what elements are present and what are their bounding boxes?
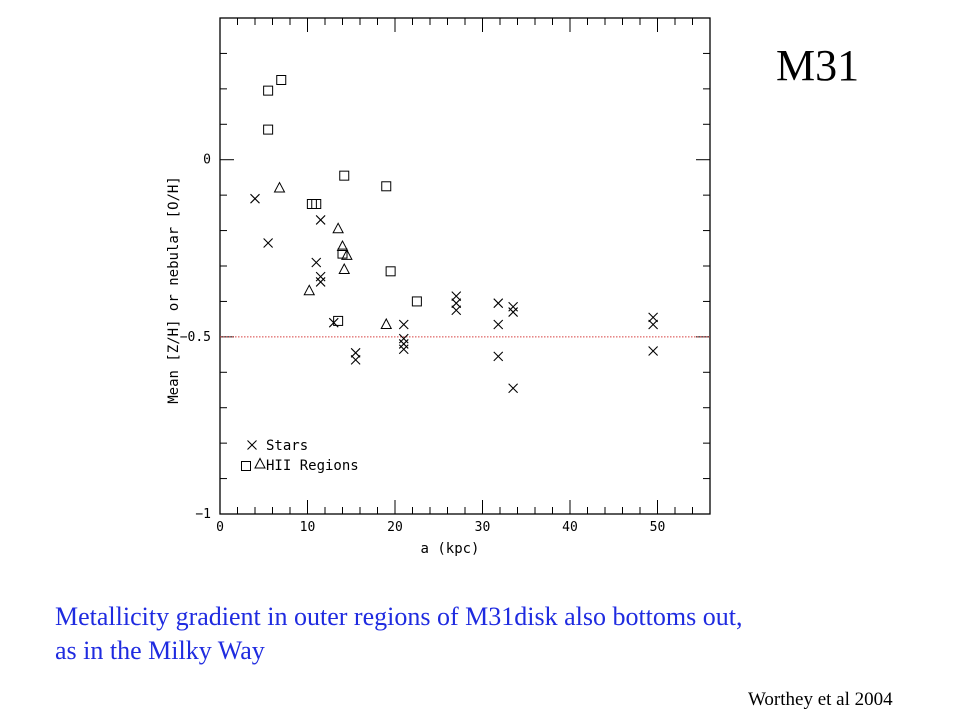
slide-title: M31 — [776, 41, 860, 90]
y-axis-label: Mean [Z/H] or nebular [O/H] — [166, 176, 182, 404]
hii-square-point — [385, 266, 396, 277]
star-point — [451, 298, 462, 309]
hii-triangle-point — [273, 181, 286, 193]
hii-square-point — [263, 124, 274, 135]
caption: Metallicity gradient in outer regions of… — [55, 600, 935, 668]
hii-square-point — [339, 170, 350, 181]
x-tick-label: 40 — [562, 520, 578, 535]
caption-line-1: Metallicity gradient in outer regions of… — [55, 602, 743, 631]
star-point — [648, 319, 659, 330]
hii-triangle-point — [336, 239, 349, 252]
credit: Worthey et al 2004 — [748, 689, 893, 710]
star-point — [398, 344, 409, 355]
x-tick-label: 30 — [475, 520, 491, 535]
legend-stars-marker — [247, 440, 257, 450]
star-point — [493, 351, 504, 362]
x-tick-label: 50 — [650, 520, 666, 535]
star-point — [263, 238, 274, 248]
y-tick-label: 0 — [203, 153, 211, 168]
legend-hii-square-marker — [241, 461, 251, 471]
star-point — [508, 383, 519, 394]
star-point — [398, 333, 409, 344]
star-point — [398, 339, 409, 349]
hii-triangle-point — [303, 284, 316, 296]
x-axis-label: a (kpc) — [420, 541, 479, 557]
star-point — [311, 257, 322, 268]
star-point — [648, 312, 659, 323]
star-point — [398, 319, 409, 330]
hii-square-point — [333, 315, 344, 326]
x-tick-label: 0 — [216, 520, 224, 535]
hii-square-point — [276, 75, 287, 85]
y-tick-label: −1 — [195, 507, 211, 522]
star-point — [350, 347, 361, 358]
hii-triangle-point — [332, 222, 344, 234]
star-point — [451, 305, 462, 316]
legend-hii-triangle-marker — [254, 457, 266, 469]
hii-triangle-point — [380, 317, 393, 329]
hii-square-point — [311, 199, 322, 209]
star-point — [315, 277, 326, 287]
hii-square-point — [381, 181, 392, 192]
star-point — [508, 307, 519, 317]
star-point — [493, 298, 504, 309]
caption-line-2: as in the Milky Way — [55, 636, 265, 665]
hii-triangle-point — [338, 262, 351, 275]
star-point — [350, 354, 361, 365]
star-point — [250, 193, 260, 204]
legend-stars-label: Stars — [266, 438, 308, 454]
x-tick-label: 10 — [300, 520, 316, 535]
star-point — [451, 291, 462, 302]
legend-hii-label: HII Regions — [266, 458, 359, 474]
star-point — [648, 346, 659, 356]
hii-triangle-point — [341, 248, 353, 260]
star-point — [315, 215, 326, 225]
hii-square-point — [411, 296, 422, 307]
star-point — [315, 271, 326, 282]
hii-square-point — [263, 85, 274, 96]
star-point — [493, 319, 504, 330]
x-tick-label: 20 — [387, 520, 403, 535]
star-point — [508, 301, 519, 312]
y-tick-label: −0.5 — [180, 330, 211, 345]
